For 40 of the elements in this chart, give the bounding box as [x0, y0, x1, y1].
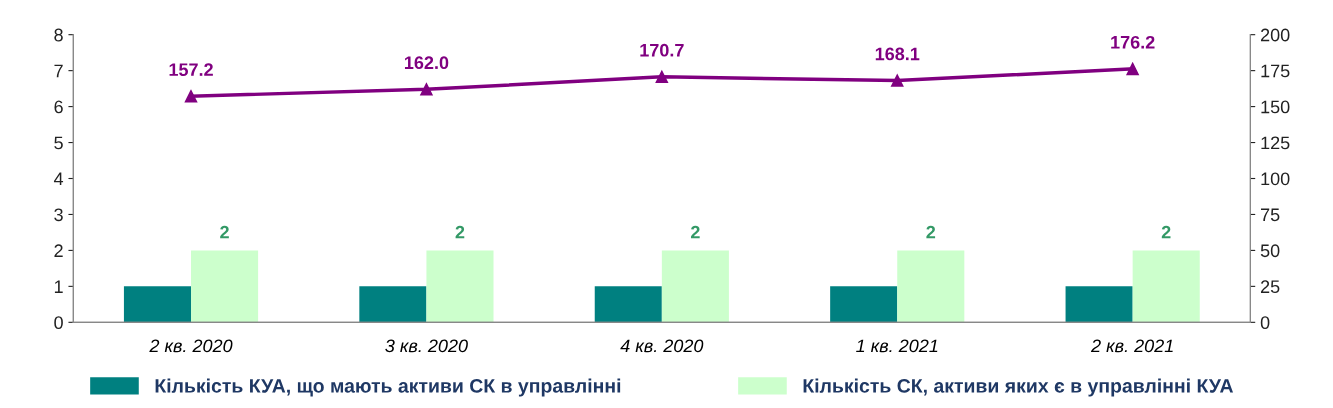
point [1126, 62, 1139, 76]
data-label: 162.0 [404, 56, 449, 70]
data-label: 2 [220, 225, 229, 239]
x-tick-label: 2 кв. 2020 [149, 339, 233, 353]
point [655, 70, 669, 84]
y2-tick-label: 75 [1261, 208, 1280, 222]
x-tick-label: 3 кв. 2020 [385, 339, 468, 353]
y-tick-label: 1 [54, 280, 63, 293]
data-label: 2 [690, 225, 700, 239]
legend-label: Кількість КУА, що мають активи СК в управлінні [155, 378, 621, 397]
y-tick-label: 3 [54, 208, 63, 222]
point [420, 83, 433, 96]
data-label: 157.2 [169, 63, 213, 76]
y-tick-label: 6 [54, 100, 63, 114]
legend-label: Кількість СК, активи яких є в управлінні КУА [803, 378, 1234, 397]
y2-tick-label: 100 [1261, 172, 1290, 186]
y2-tick-label: 25 [1260, 280, 1280, 294]
data-label: 2 [455, 225, 465, 239]
y2-tick-label: 125 [1261, 136, 1290, 150]
data-label: 2 [1161, 225, 1171, 239]
y-tick-label: 7 [54, 64, 63, 78]
x-tick-label: 1 кв. 2021 [856, 339, 938, 353]
point [890, 74, 904, 87]
x-tick-label: 4 кв. 2020 [620, 339, 704, 353]
y2-tick-label: 200 [1260, 28, 1290, 42]
y-tick-label: 5 [54, 136, 63, 150]
y-tick-label: 4 [53, 172, 64, 186]
point [184, 89, 198, 103]
data-label: 2 [926, 225, 936, 239]
y2-tick-label: 175 [1261, 64, 1290, 78]
data-label: 168.1 [875, 47, 920, 61]
y-tick-label: 8 [54, 28, 63, 42]
data-label: 176.2 [1111, 35, 1155, 49]
y2-tick-label: 50 [1260, 244, 1280, 258]
y-tick-label: 2 [54, 244, 63, 257]
data-label: 170.7 [640, 43, 684, 57]
y2-tick-label: 0 [1260, 316, 1270, 330]
y2-tick-label: 150 [1261, 100, 1290, 114]
y-tick-label: 0 [54, 316, 63, 330]
x-tick-label: 2 кв. 2021 [1090, 339, 1173, 353]
